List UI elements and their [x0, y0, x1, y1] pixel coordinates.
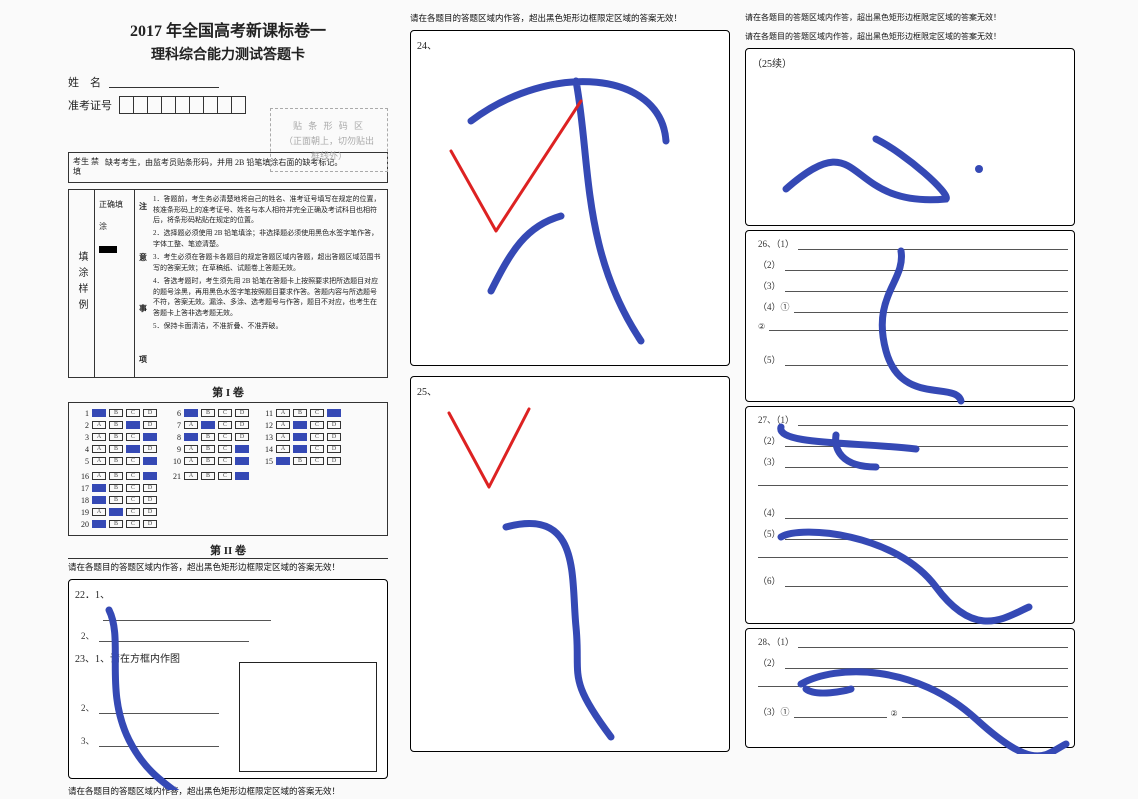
panel-28: 28、（1） （2） （3）① ②	[745, 628, 1075, 748]
barcode-l1: 贴 条 形 码 区	[271, 119, 387, 132]
id-boxes[interactable]	[120, 96, 246, 114]
absent-left: 考生 禁填	[73, 157, 99, 178]
q23-draw-box[interactable]	[239, 662, 377, 772]
q28-b2b[interactable]	[758, 677, 1068, 687]
panel-25c: （25续）	[745, 48, 1075, 226]
q25c-annotation	[746, 49, 1076, 229]
q28-b1[interactable]	[798, 638, 1068, 648]
q27-b2[interactable]	[785, 437, 1068, 447]
warn-5: 请在各题目的答题区域内作答，超出黑色矩形边框限定区域的答案无效！	[745, 29, 1075, 44]
q27-b3[interactable]	[785, 458, 1068, 468]
warn-2: 请在各题目的答题区域内作答，超出黑色矩形边框限定区域的答案无效！	[68, 783, 388, 799]
warn-1: 请在各题目的答题区域内作答，超出黑色矩形边框限定区域的答案无效！	[68, 558, 388, 575]
column-left: 2017 年全国高考新课标卷一 理科综合能力测试答题卡 姓 名 准考证号 贴 条…	[68, 10, 388, 799]
q28-b3b[interactable]	[902, 708, 1068, 718]
q27-b1[interactable]	[798, 416, 1068, 426]
warn-4: 请在各题目的答题区域内作答，超出黑色矩形边框限定区域的答案无效！	[745, 10, 1075, 25]
mcq-top: 1ABCD2ABCD3ABCD4ABCD5ABCD6ABCD7ABCD8ABCD…	[75, 409, 381, 466]
q26-b1[interactable]	[798, 240, 1068, 250]
section1-header: 第 I 卷	[68, 384, 388, 400]
q26-b5[interactable]	[785, 356, 1068, 366]
instr-vert-label: 注 意 事 项	[139, 194, 149, 373]
q23-blank3[interactable]	[99, 737, 219, 747]
q25-annotation	[411, 377, 731, 757]
panel-26: 26、（1） （2） （3） （4）① ② （5）	[745, 230, 1075, 402]
q22-label: 22．1、	[75, 586, 381, 601]
id-label: 准考证号	[68, 97, 112, 113]
column-right: 请在各题目的答题区域内作答，超出黑色矩形边框限定区域的答案无效！ 请在各题目的答…	[745, 10, 1075, 748]
q25-label: 25、	[417, 383, 723, 398]
q22-blank2[interactable]	[99, 632, 249, 642]
panel-22-23: 22．1、 2、 23、1、请在方框内作图 2、 3、	[68, 579, 388, 779]
name-field[interactable]	[109, 77, 219, 88]
title-line1: 2017 年全国高考新课标卷一	[68, 20, 388, 44]
q27-b5[interactable]	[785, 530, 1068, 540]
instr-mid-label: 正确填涂	[99, 200, 123, 231]
panel-24: 24、	[410, 30, 730, 366]
title-line2: 理科综合能力测试答题卡	[68, 44, 388, 64]
q27-b4[interactable]	[785, 509, 1068, 519]
q24-label: 24、	[417, 37, 723, 52]
barcode-l3: 框线外）	[271, 149, 387, 162]
mcq-panel: 1ABCD2ABCD3ABCD4ABCD5ABCD6ABCD7ABCD8ABCD…	[68, 402, 388, 536]
barcode-zone: 贴 条 形 码 区 （正面朝上，切勿贴出 框线外）	[270, 108, 388, 172]
instructions-box: 填涂样例 正确填涂 注 意 事 项 1．答题前，考生务必清楚地将自己的姓名、准考…	[68, 189, 388, 378]
section2-header: 第 II 卷	[68, 542, 388, 558]
column-middle: 请在各题目的答题区域内作答，超出黑色矩形边框限定区域的答案无效！ 24、 25、	[410, 10, 730, 752]
q23-blank2[interactable]	[99, 704, 219, 714]
q27-b6[interactable]	[785, 577, 1068, 587]
name-row: 姓 名	[68, 74, 388, 90]
instr-list: 1．答题前，考生务必清楚地将自己的姓名、准考证号填写在规定的位置，核准条形码上的…	[153, 194, 383, 373]
barcode-l2: （正面朝上，切勿贴出	[271, 134, 387, 147]
q25c-label: （25续）	[752, 55, 1068, 70]
panel-25: 25、	[410, 376, 730, 752]
q26-b3[interactable]	[785, 282, 1068, 292]
name-label: 姓 名	[68, 74, 101, 90]
q26-b4b[interactable]	[769, 321, 1068, 331]
q28-b2[interactable]	[785, 659, 1068, 669]
mcq-bot: 16ABCD17ABCD18ABCD19ABCD20ABCD21ABCD	[75, 472, 381, 529]
q26-b2[interactable]	[785, 261, 1068, 271]
q27-b3b[interactable]	[758, 476, 1068, 486]
correct-fill-icon	[99, 246, 117, 253]
q27-b5b[interactable]	[758, 548, 1068, 558]
q26-b4a[interactable]	[794, 303, 1068, 313]
instr-text: 注 意 事 项 1．答题前，考生务必清楚地将自己的姓名、准考证号填写在规定的位置…	[135, 190, 387, 377]
instr-mid: 正确填涂	[95, 190, 135, 377]
instr-side: 填涂样例	[69, 190, 95, 377]
q28-b3a[interactable]	[794, 708, 887, 718]
warn-3: 请在各题目的答题区域内作答，超出黑色矩形边框限定区域的答案无效！	[410, 10, 730, 26]
panel-27: 27、（1） （2） （3） （4） （5） （6）	[745, 406, 1075, 624]
q22-blank1[interactable]	[103, 607, 271, 621]
q24-annotation	[411, 31, 731, 371]
